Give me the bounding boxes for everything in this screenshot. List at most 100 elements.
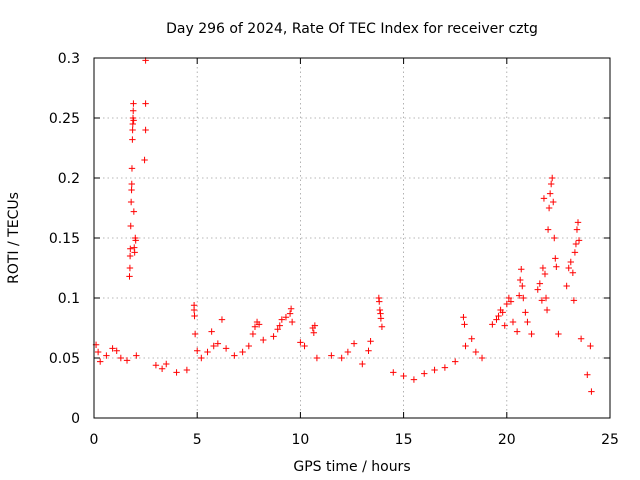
data-point <box>536 280 544 287</box>
data-point <box>400 372 407 380</box>
chart-title: Day 296 of 2024, Rate Of TEC Index for r… <box>166 21 538 37</box>
x-axis-label: GPS time / hours <box>293 459 410 475</box>
data-point <box>547 180 555 188</box>
data-point <box>141 156 148 164</box>
data-point <box>163 360 170 368</box>
data-point <box>489 321 496 328</box>
data-point <box>367 338 374 345</box>
data-point <box>377 315 385 322</box>
data-point <box>190 306 198 314</box>
data-point <box>553 263 560 270</box>
data-point <box>503 300 510 308</box>
y-axis-label: ROTI / TECUs <box>6 192 22 284</box>
data-point <box>103 352 110 359</box>
y-tick-label: 0 <box>71 411 80 427</box>
data-point <box>460 314 467 321</box>
ticks-layer: 0 5 10 15 20 25 0 0.05 0.1 0.15 0.2 0.25 0.3 <box>49 51 619 448</box>
y-tick-label: 0.15 <box>49 231 80 247</box>
x-tick-label: 20 <box>498 432 516 448</box>
data-point <box>123 357 131 364</box>
data-point <box>198 354 205 362</box>
data-point <box>431 366 438 374</box>
data-point <box>495 312 502 320</box>
data-point <box>462 342 469 350</box>
data-point <box>297 339 304 346</box>
data-point <box>126 273 133 280</box>
data-point <box>520 294 527 302</box>
data-point <box>278 316 286 323</box>
data-point <box>251 323 259 330</box>
data-point <box>534 286 541 293</box>
data-point <box>158 365 166 372</box>
data-point <box>239 348 246 356</box>
data-point <box>538 297 546 304</box>
data-point <box>452 358 459 365</box>
data-point <box>96 358 104 365</box>
data-point <box>129 126 136 134</box>
data-point <box>421 370 428 377</box>
data-point <box>109 345 116 352</box>
data-point <box>542 294 550 302</box>
data-point <box>528 330 535 338</box>
data-point <box>126 264 134 272</box>
data-point <box>551 234 558 242</box>
data-point <box>344 348 352 356</box>
x-tick-label: 25 <box>601 432 619 448</box>
data-point <box>541 270 549 278</box>
data-point <box>173 369 180 376</box>
data-point <box>129 120 137 128</box>
data-point <box>390 369 397 376</box>
data-point <box>588 388 595 395</box>
data-point <box>255 321 263 328</box>
data-point <box>546 190 554 197</box>
data-point <box>517 276 524 284</box>
data-point <box>132 237 139 244</box>
data-point <box>410 376 418 383</box>
data-point <box>274 326 281 333</box>
data-point <box>127 198 135 206</box>
data-point <box>204 348 211 356</box>
y-tick-label: 0.3 <box>58 51 80 67</box>
data-point <box>378 323 386 330</box>
data-point <box>540 195 548 202</box>
data-point <box>260 336 267 344</box>
data-point <box>286 310 294 317</box>
data-point <box>365 347 372 354</box>
data-point <box>493 316 500 323</box>
x-tick-label: 5 <box>193 432 202 448</box>
data-point <box>270 333 277 340</box>
data-point <box>287 305 295 312</box>
data-point <box>572 240 580 248</box>
data-point <box>249 330 257 338</box>
data-point <box>142 100 149 107</box>
data-point <box>549 174 556 182</box>
data-point <box>545 204 553 212</box>
data-point <box>191 330 199 338</box>
data-point <box>441 364 449 371</box>
grid-layer <box>94 58 610 418</box>
data-point <box>218 316 226 323</box>
data-point <box>505 294 513 302</box>
data-point <box>571 249 579 256</box>
data-point <box>113 347 120 354</box>
data-point <box>565 264 572 272</box>
data-point <box>133 352 140 359</box>
data-point <box>524 318 531 326</box>
data-point <box>587 342 594 350</box>
data-point <box>231 352 238 359</box>
data-points-layer <box>92 57 595 395</box>
data-point <box>210 342 217 350</box>
data-point <box>222 345 230 352</box>
data-point <box>117 354 125 362</box>
data-point <box>544 226 552 233</box>
data-point <box>543 306 551 314</box>
data-point <box>522 309 529 316</box>
x-tick-label: 15 <box>395 432 413 448</box>
data-point <box>539 264 547 272</box>
data-point <box>310 329 318 336</box>
data-point <box>183 366 191 374</box>
data-point <box>567 258 574 266</box>
data-point <box>570 297 578 304</box>
data-point <box>129 136 136 143</box>
